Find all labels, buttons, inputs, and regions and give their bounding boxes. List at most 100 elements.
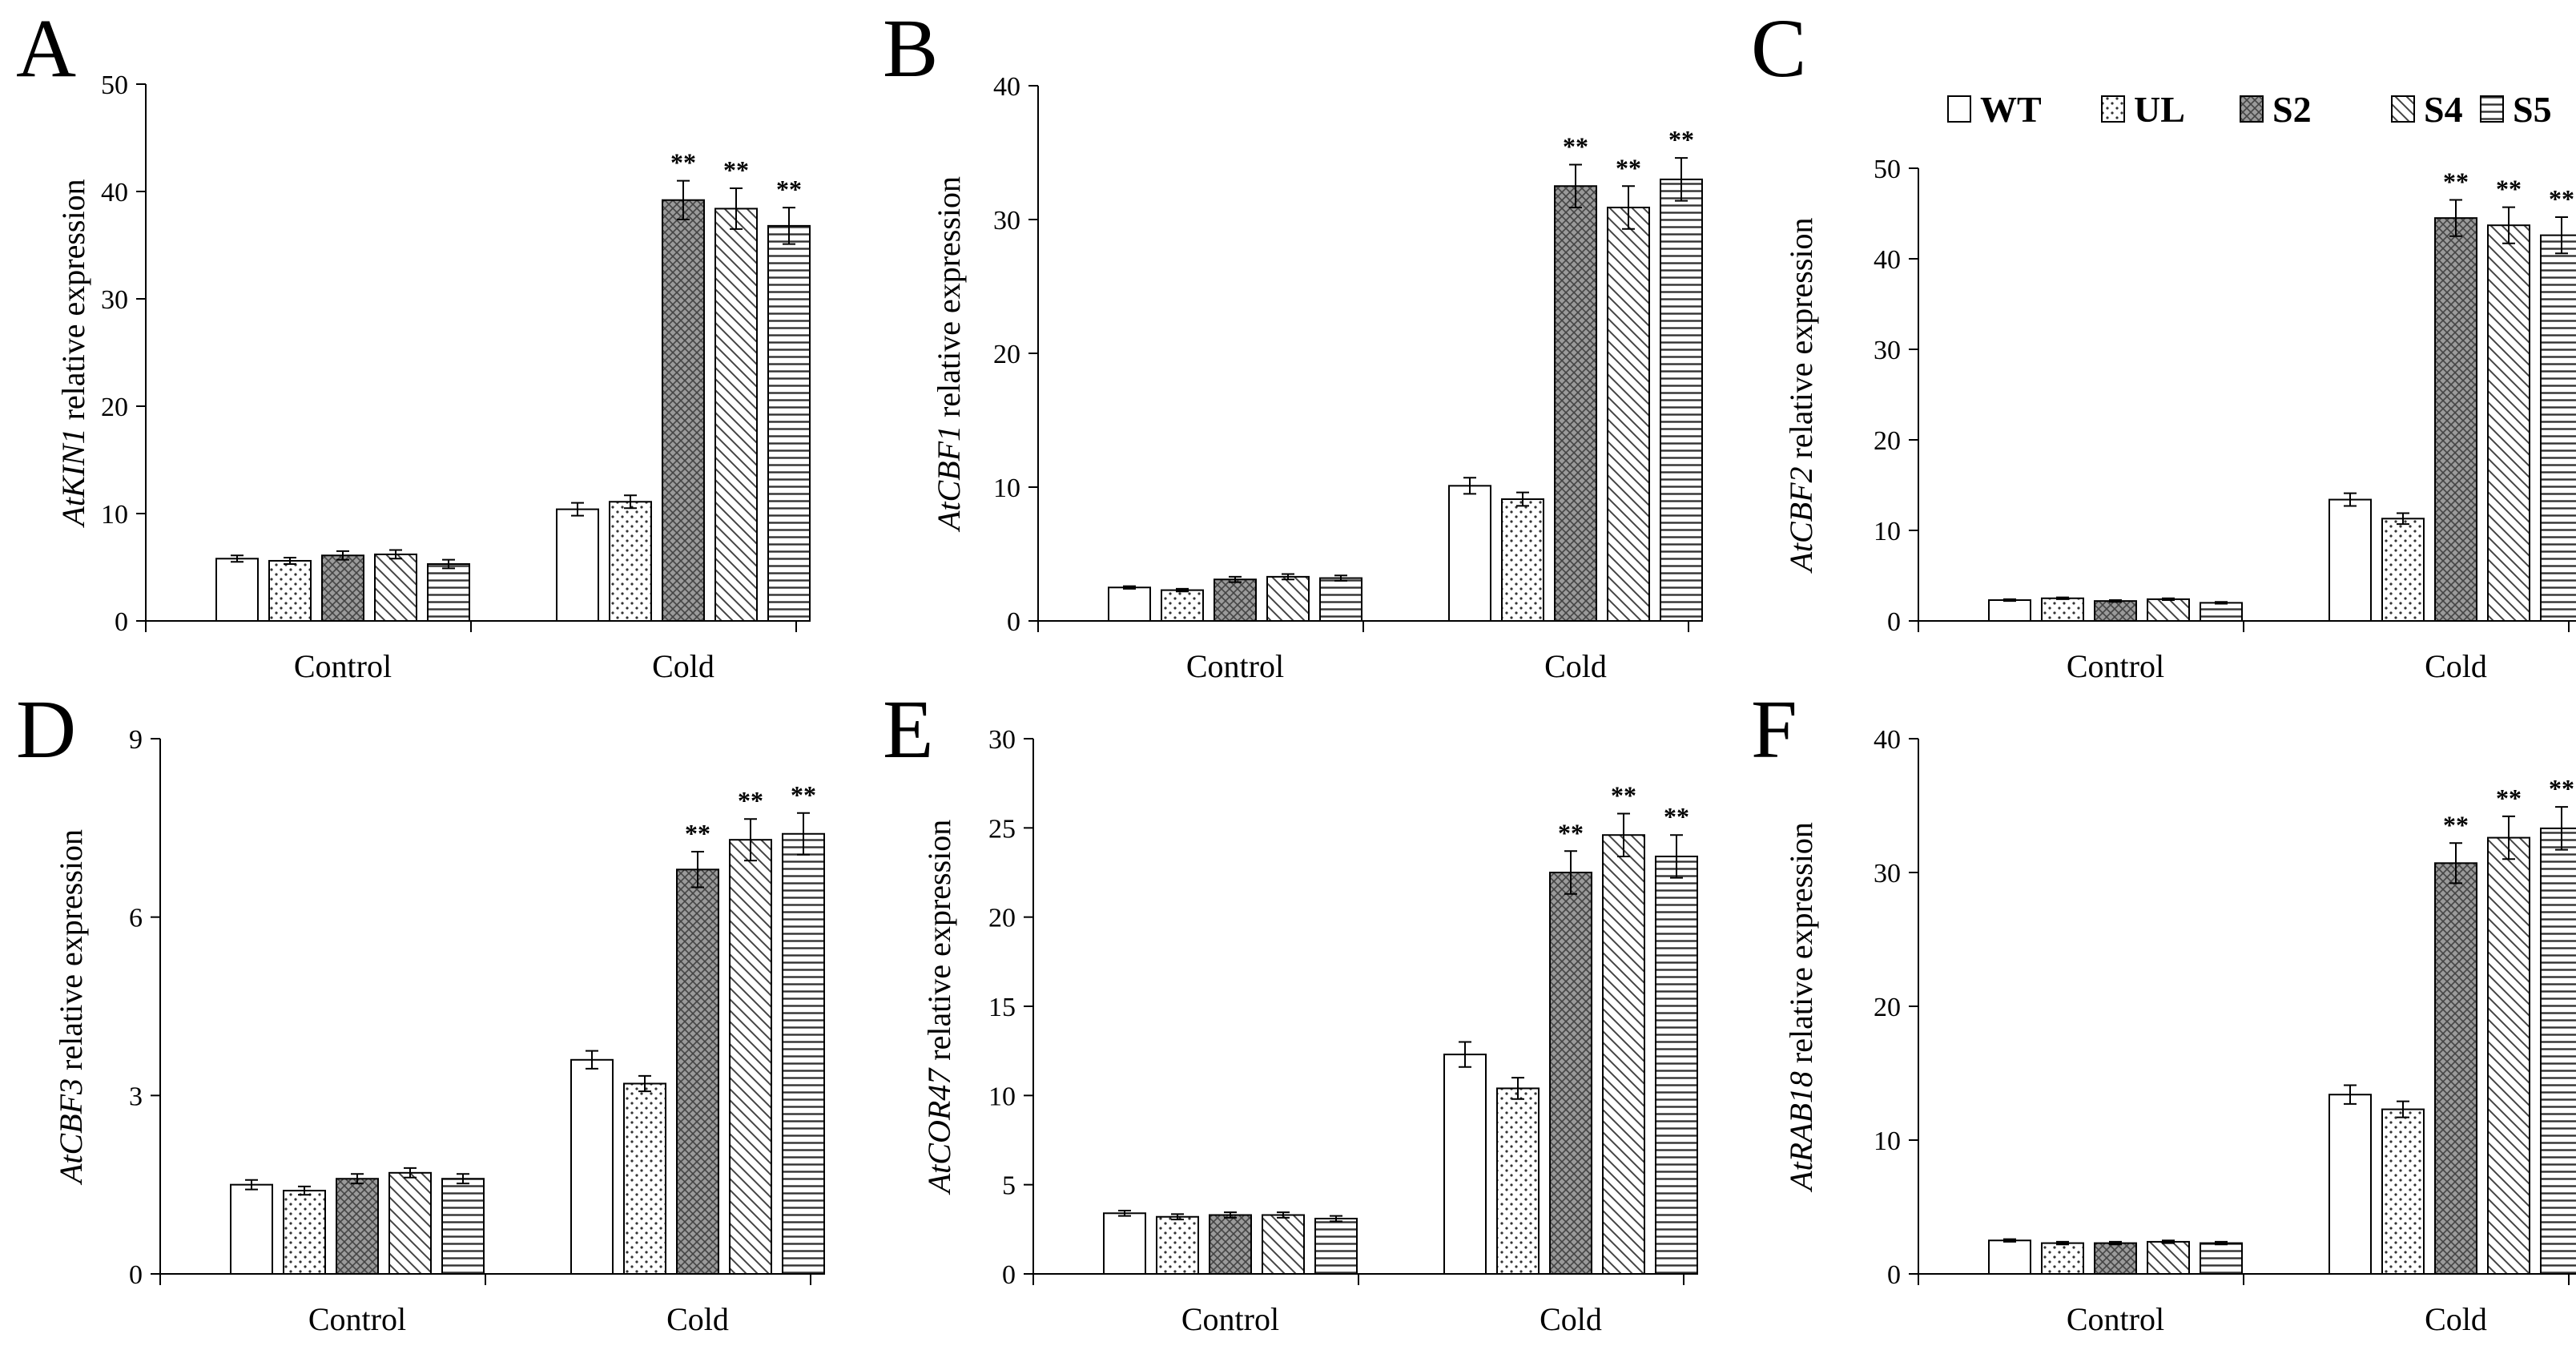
- significance-label: **: [738, 786, 763, 815]
- bar-s5-control: [441, 1178, 485, 1275]
- bar-wt-cold: [1448, 485, 1491, 623]
- y-tick-label: 10: [1874, 1126, 1901, 1156]
- error-bar: [1224, 1211, 1237, 1219]
- error-bar: [389, 549, 402, 560]
- gene-name: AtKIN1: [55, 428, 91, 528]
- panel-f: F 0 10 20 30 40 Control Cold ** ** ** AtRAB18 relat…: [1751, 683, 2576, 1337]
- legend-label: WT: [1980, 89, 2042, 130]
- bar-s5-cold: [767, 224, 811, 622]
- bar-s5-control: [1319, 577, 1362, 622]
- bar-ul-control: [283, 1190, 326, 1275]
- error-bar: [677, 179, 690, 220]
- error-bar: [1670, 834, 1683, 879]
- error-bar: [1617, 812, 1630, 857]
- error-bar: [1569, 163, 1582, 208]
- bar-ul-cold: [1496, 1087, 1540, 1275]
- error-bar: [1176, 587, 1189, 593]
- bar-s5-cold: [782, 832, 825, 1275]
- error-bar: [2003, 1238, 2016, 1243]
- error-bar: [797, 812, 810, 856]
- bar-s2-cold: [2434, 862, 2477, 1275]
- bar-s4-control: [388, 1171, 432, 1275]
- y-tick-label: 30: [1874, 336, 1901, 365]
- error-bar: [1330, 1215, 1342, 1223]
- error-bar: [1229, 575, 1242, 583]
- error-bar: [2449, 199, 2462, 237]
- bar-s2-control: [1214, 578, 1257, 622]
- bar-s4-cold: [2487, 224, 2530, 622]
- y-tick-label: 10: [993, 474, 1020, 503]
- error-bar: [2056, 1240, 2069, 1246]
- error-bar: [351, 1173, 364, 1185]
- bar-ul-cold: [623, 1082, 666, 1275]
- category-label: Cold: [1540, 1301, 1602, 1337]
- legend-item-s4: S4: [2391, 89, 2463, 130]
- gene-name: AtCBF2: [1783, 466, 1819, 574]
- bar-s4-cold: [1607, 206, 1650, 623]
- bar-s5-control: [2200, 1242, 2243, 1275]
- error-bar: [2502, 206, 2515, 244]
- legend-item-ul: UL: [2101, 89, 2185, 130]
- bar-ul-cold: [609, 501, 652, 623]
- legend-label: UL: [2134, 89, 2185, 130]
- bar-ul-control: [268, 559, 312, 623]
- bar-s5-control: [427, 562, 470, 622]
- panel-letter: F: [1751, 683, 1797, 776]
- error-bar: [1334, 574, 1347, 582]
- bar-wt-control: [1103, 1212, 1146, 1275]
- error-bar: [2397, 1100, 2409, 1118]
- legend-swatch: [2391, 95, 2415, 123]
- bar-wt-control: [1988, 599, 2031, 623]
- error-bar: [2056, 596, 2069, 600]
- error-bar: [624, 494, 637, 510]
- bar-s5-control: [2200, 602, 2243, 623]
- legend: WT UL S2 S4 S5: [1947, 89, 2552, 130]
- significance-label: **: [2443, 167, 2469, 196]
- panel-d: D 0 3 6 9 Control Cold ** ** ** AtCBF3 relative ex…: [16, 683, 825, 1337]
- panel-a: A 0 10 20 30 40 50 Control Cold ** ** ** AtKIN1 rela…: [16, 2, 811, 684]
- error-bar: [586, 1050, 598, 1070]
- bar-s4-control: [1262, 1214, 1305, 1275]
- significance-label: **: [1558, 818, 1584, 847]
- y-tick-label: 0: [115, 607, 128, 637]
- significance-label: **: [723, 155, 749, 184]
- bar-wt-cold: [2328, 498, 2372, 623]
- y-tick-label: 20: [1874, 426, 1901, 456]
- y-axis-label: AtCBF1 relative expression: [931, 176, 967, 533]
- y-tick-label: 0: [1887, 1260, 1901, 1290]
- legend-swatch: [2480, 95, 2504, 123]
- bar-s5-cold: [2540, 234, 2576, 622]
- error-bar: [1622, 185, 1635, 230]
- error-bar: [2449, 842, 2462, 885]
- error-bar: [284, 556, 296, 565]
- error-bar: [2344, 1084, 2357, 1105]
- y-tick-label: 20: [101, 393, 128, 422]
- y-tick-label: 50: [101, 71, 128, 100]
- error-bar: [1282, 573, 1294, 581]
- category-label: Control: [1186, 648, 1284, 684]
- bar-wt-cold: [2328, 1094, 2372, 1275]
- error-bar: [1277, 1211, 1290, 1219]
- error-bar: [1123, 585, 1136, 590]
- bar-s5-control: [1314, 1217, 1358, 1275]
- y-tick-label: 40: [1874, 725, 1901, 755]
- y-tick-label: 0: [1007, 607, 1020, 637]
- category-label: Control: [2067, 648, 2164, 684]
- bar-s4-cold: [714, 208, 758, 622]
- y-tick-label: 30: [101, 285, 128, 315]
- error-bar: [571, 502, 584, 517]
- legend-swatch: [2101, 95, 2125, 123]
- gene-name: AtCBF1: [931, 425, 967, 533]
- y-axis-label: AtCBF2 relative expression: [1783, 217, 1819, 574]
- y-label-suffix: relative expression: [55, 179, 91, 428]
- y-tick-label: 30: [993, 206, 1020, 236]
- bar-wt-control: [230, 1183, 273, 1275]
- error-bar: [2215, 1240, 2228, 1246]
- error-bar: [1511, 1077, 1524, 1100]
- error-bar: [2003, 598, 2016, 602]
- bar-s2-control: [336, 1178, 379, 1275]
- significance-label: **: [2496, 175, 2522, 204]
- bar-ul-cold: [2381, 1108, 2425, 1275]
- category-label: Cold: [1544, 648, 1607, 684]
